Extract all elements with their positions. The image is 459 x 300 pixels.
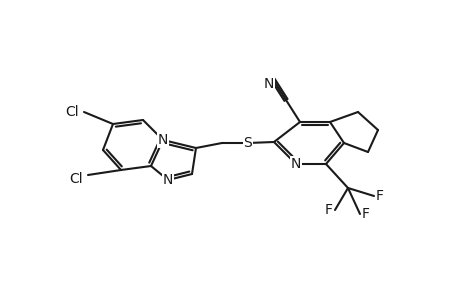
Text: F: F	[375, 189, 383, 203]
Text: S: S	[243, 136, 252, 150]
Text: Cl: Cl	[65, 105, 79, 119]
Text: F: F	[361, 207, 369, 221]
Text: N: N	[162, 173, 173, 187]
Text: Cl: Cl	[69, 172, 83, 186]
Text: N: N	[157, 133, 168, 147]
Text: N: N	[290, 157, 301, 171]
Text: N: N	[263, 77, 274, 91]
Text: F: F	[325, 203, 332, 217]
